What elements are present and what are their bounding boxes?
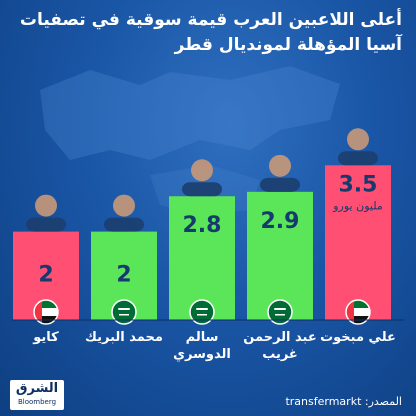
logo-subtext: Bloomberg <box>17 398 57 406</box>
player-photo-head <box>347 128 369 151</box>
bar-value-label: 2 <box>38 263 53 288</box>
saudi-flag-sword <box>197 314 207 316</box>
player-photo-head <box>269 154 291 177</box>
player-photo-body <box>26 217 66 232</box>
saudi-flag-icon <box>267 299 293 325</box>
player-photo-head <box>191 159 213 182</box>
category-label: كايو <box>33 330 59 345</box>
bar-value-label: 2.9 <box>261 209 300 234</box>
logo-text: الشرق <box>15 381 59 396</box>
saudi-flag-script <box>274 308 286 310</box>
category-label: محمد البريك <box>85 330 163 345</box>
bar-value-label: 2 <box>116 263 131 288</box>
source-note: المصدر: transfermarkt <box>285 395 402 408</box>
saudi-flag-sword <box>119 314 129 316</box>
saudi-flag-sword <box>275 314 285 316</box>
player-photo-body <box>338 151 378 166</box>
saudi-flag-script <box>196 308 208 310</box>
player-photo-body <box>182 182 222 197</box>
chart-title: أعلى اللاعبين العرب قيمة سوقية في تصفيات… <box>14 8 402 58</box>
unit-label: مليون يورو <box>332 199 383 212</box>
category-label: عبد الرحمن غريب <box>243 330 317 362</box>
player-photo-body <box>260 177 300 192</box>
bar-value-label: 2.8 <box>183 213 222 238</box>
saudi-flag-icon <box>189 299 215 325</box>
bar-value-label: 3.5 <box>339 172 378 197</box>
category-label: سالم الدوسري <box>173 330 231 362</box>
brand-logo: الشرق Bloomberg <box>10 380 64 410</box>
bar-4 <box>247 191 313 320</box>
bar-5 <box>325 165 391 320</box>
title-line-2: آسيا المؤهلة لمونديال قطر <box>174 35 402 55</box>
saudi-flag-script <box>118 308 130 310</box>
saudi-flag-icon <box>111 299 137 325</box>
player-photo-head <box>35 194 57 217</box>
category-label: علي مبخوت <box>320 330 396 345</box>
player-photo-body <box>104 217 144 232</box>
player-photo-head <box>113 194 135 217</box>
title-line-1: أعلى اللاعبين العرب قيمة سوقية في تصفيات <box>19 10 402 30</box>
